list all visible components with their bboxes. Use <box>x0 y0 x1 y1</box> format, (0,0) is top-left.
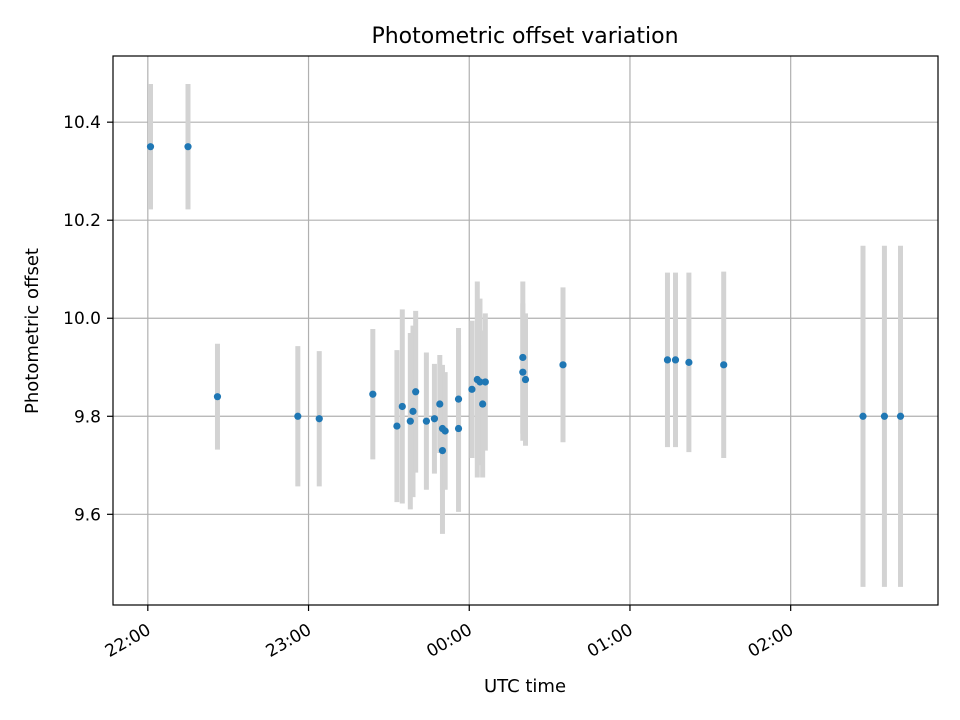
data-point <box>559 361 567 369</box>
y-tick-label: 9.8 <box>74 407 101 427</box>
data-point <box>468 385 476 393</box>
data-point <box>476 378 484 386</box>
chart-title: Photometric offset variation <box>371 24 678 49</box>
y-tick-label: 9.6 <box>74 505 101 525</box>
data-point <box>146 143 155 151</box>
x-tick-label: 23:00 <box>263 620 315 662</box>
data-point <box>422 417 430 425</box>
data-point <box>896 412 905 420</box>
data-point <box>393 422 401 430</box>
data-point <box>412 388 420 396</box>
data-point <box>409 407 417 415</box>
y-tick-label: 10.4 <box>63 113 101 133</box>
data-point <box>438 446 447 455</box>
y-tick-label: 10.2 <box>63 211 101 231</box>
x-tick-label: 02:00 <box>745 620 797 662</box>
data-points <box>146 143 905 455</box>
data-point <box>519 368 527 376</box>
data-point <box>406 417 414 425</box>
x-tick-label: 01:00 <box>584 620 636 662</box>
data-point <box>481 378 489 386</box>
data-point <box>441 427 449 435</box>
plot-frame <box>112 55 939 606</box>
data-point <box>430 415 439 423</box>
data-point <box>184 143 192 151</box>
x-tick-label: 22:00 <box>102 620 154 662</box>
y-tick-label: 10.0 <box>63 309 101 329</box>
data-point <box>685 358 693 366</box>
data-point <box>720 361 728 369</box>
data-point <box>436 400 444 408</box>
data-point <box>671 356 680 364</box>
y-axis-label: Photometric offset <box>22 248 43 414</box>
y-axis-ticks: 9.6 9.8 10.0 10.2 10.4 <box>63 113 113 525</box>
data-point <box>521 375 530 384</box>
data-point <box>880 412 889 420</box>
error-bars <box>148 83 903 587</box>
data-point <box>294 412 302 420</box>
data-point <box>663 356 672 364</box>
data-point <box>369 390 377 398</box>
data-point <box>519 353 527 362</box>
x-axis-label: UTC time <box>484 676 566 697</box>
x-tick-label: 00:00 <box>423 620 475 662</box>
data-point <box>479 400 487 408</box>
grid <box>113 56 938 605</box>
data-point <box>859 412 867 420</box>
data-point <box>454 424 463 433</box>
data-point <box>398 402 406 411</box>
data-point <box>213 393 222 401</box>
x-axis-ticks: 22:00 23:00 00:00 01:00 02:00 <box>102 605 797 662</box>
data-point <box>315 415 323 423</box>
data-point <box>454 395 463 403</box>
